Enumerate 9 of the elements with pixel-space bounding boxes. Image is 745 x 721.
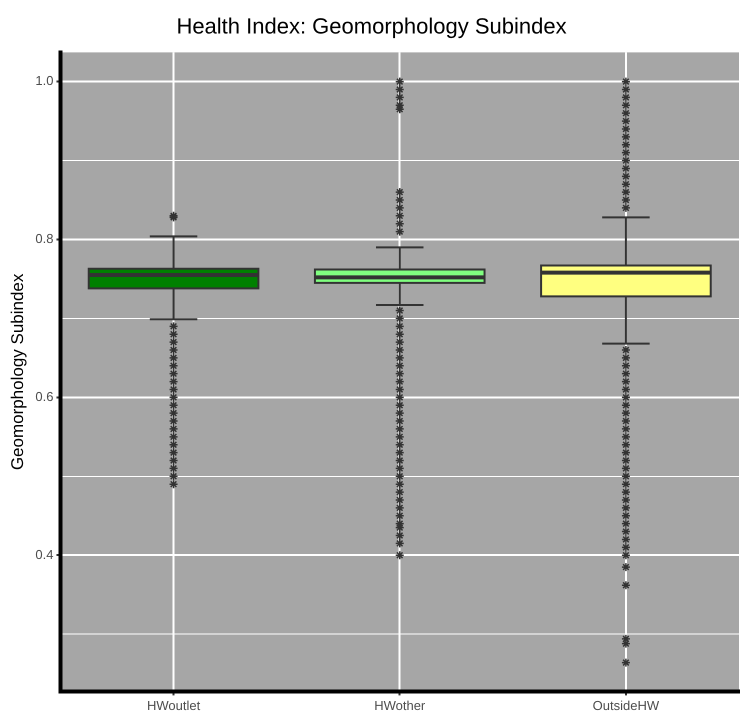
chart-title: Health Index: Geomorphology Subindex <box>176 13 567 38</box>
y-tick-label: 0.8 <box>35 231 54 246</box>
x-tick-label: HWother <box>374 698 426 713</box>
y-axis-title: Geomorphology Subindex <box>8 273 27 470</box>
y-tick-label: 0.6 <box>35 388 54 404</box>
y-tick-label: 1.0 <box>35 73 54 88</box>
x-tick-label: HWoutlet <box>146 698 201 713</box>
x-tick-label: OutsideHW <box>592 698 660 713</box>
y-tick-label: 0.4 <box>35 546 54 562</box>
